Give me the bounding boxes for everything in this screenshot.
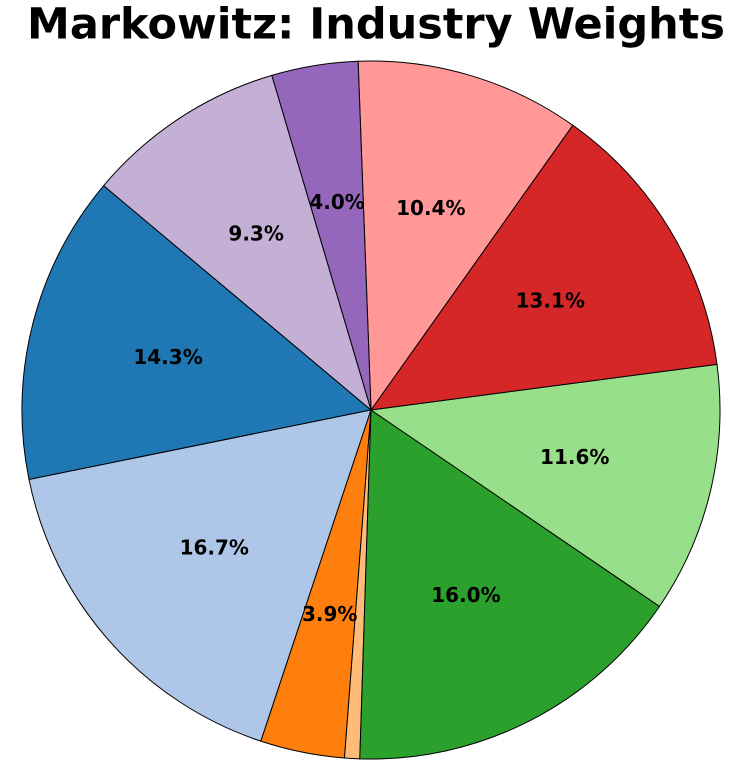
value-label: 4.0% <box>309 190 364 214</box>
pie-slice <box>102 74 372 412</box>
chart-title: Markowitz: Industry Weights <box>27 0 725 50</box>
pie-slice <box>369 363 721 608</box>
pie-slice <box>369 124 718 411</box>
pie-slice <box>357 60 574 412</box>
value-label: 3.9% <box>302 602 357 626</box>
value-label: 16.0% <box>431 583 500 607</box>
value-label: 10.4% <box>396 196 465 220</box>
value-label: 16.7% <box>180 535 249 559</box>
pie-slice <box>28 409 372 742</box>
value-label: 13.1% <box>516 288 585 312</box>
pie-slice <box>359 409 661 760</box>
pie-slice <box>21 184 373 481</box>
value-label: 14.3% <box>133 345 202 369</box>
value-label: 11.6% <box>540 445 609 469</box>
value-label: 9.3% <box>228 221 283 245</box>
